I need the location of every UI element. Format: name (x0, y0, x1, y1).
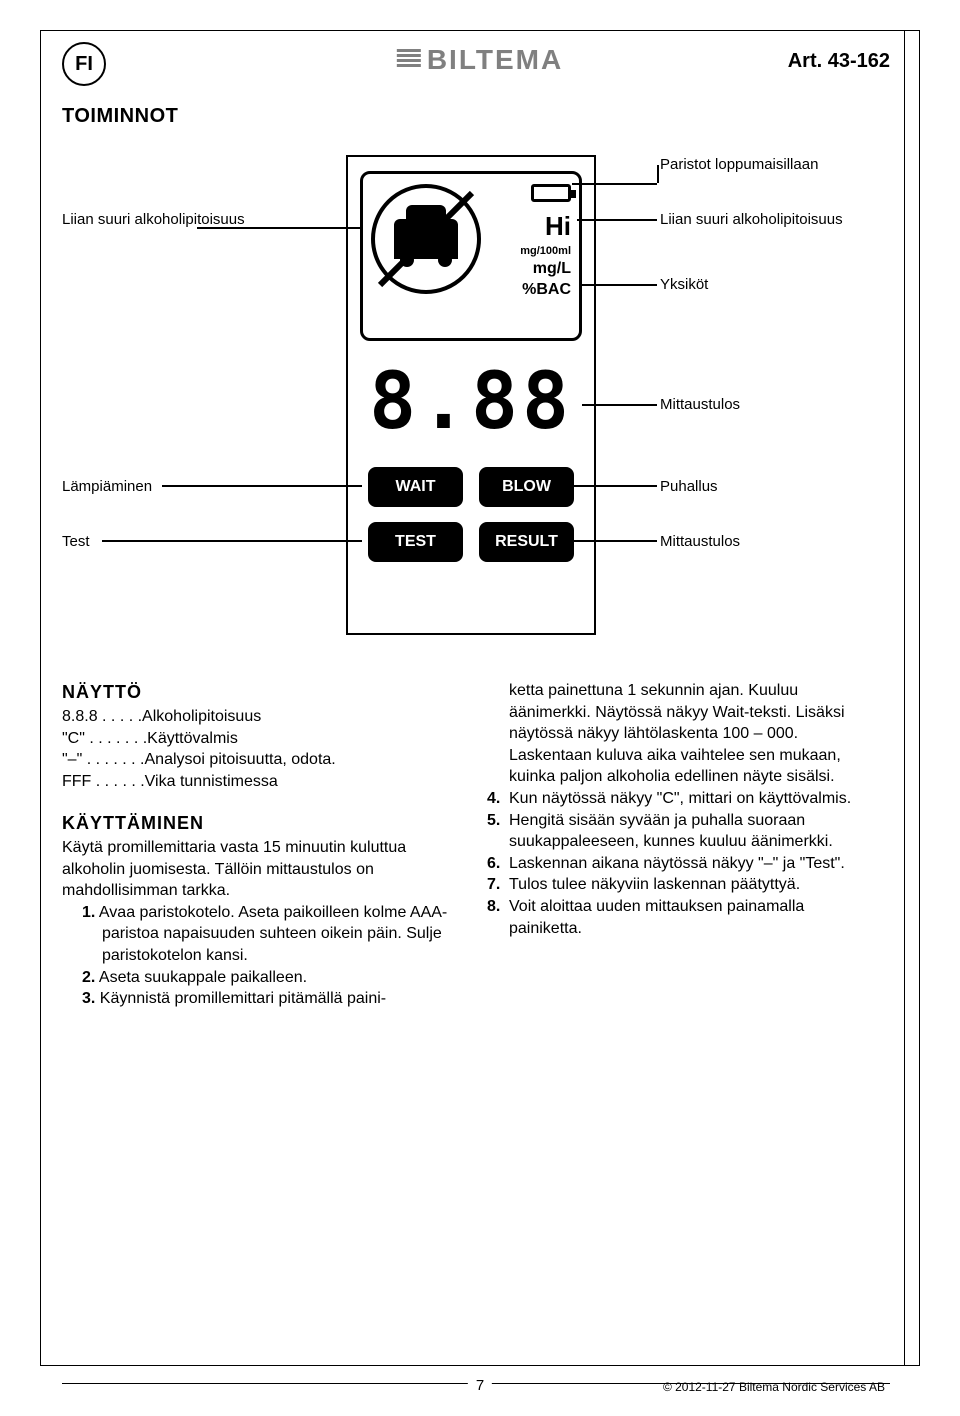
step-5: 5.Hengitä sisään syvään ja puhalla suora… (509, 810, 880, 853)
copyright: © 2012-11-27 Biltema Nordic Services AB (663, 1380, 885, 1394)
step-3-cont: ketta painettuna 1 sekunnin ajan. Kuuluu… (509, 680, 880, 788)
disp-line-3: "–" . . . . . . .Analysoi pitoisuutta, o… (62, 749, 455, 771)
test-button: TEST (368, 522, 463, 562)
leader-line (582, 404, 657, 406)
disp-line-1: 8.8.8 . . . . .Alkoholipitoisuus (62, 706, 455, 728)
display-definitions: 8.8.8 . . . . .Alkoholipitoisuus "C" . .… (62, 706, 455, 792)
leader-line (572, 183, 657, 185)
language-code: FI (75, 53, 93, 76)
brand-text: BILTEMA (427, 44, 563, 76)
callout-right-units: Yksiköt (660, 275, 880, 295)
wait-button: WAIT (368, 467, 463, 507)
digit-display: 8.88 (369, 357, 573, 447)
unit-mgl: mg/L (481, 260, 571, 278)
leader-line (102, 540, 362, 542)
step-6: 6.Laskennan aikana näytössä näkyy "–" ja… (509, 853, 880, 875)
column-left: NÄYTTÖ 8.8.8 . . . . .Alkoholipitoisuus … (62, 680, 455, 1010)
no-drive-icon (371, 184, 481, 294)
usage-steps-left: 1. Avaa paristokotelo. Aseta paikoilleen… (62, 902, 455, 1010)
device-diagram: Hi mg/100ml mg/L %BAC 8.88 WAIT BLOW TES… (62, 155, 880, 645)
section-title: TOIMINNOT (62, 105, 178, 128)
callout-right-battery: Paristot loppumaisillaan (660, 155, 880, 175)
leader-line (197, 227, 362, 229)
leader-line (582, 284, 657, 286)
step-3-start: 3. Käynnistä promillemittari pitämällä p… (82, 988, 455, 1010)
callout-right-result2: Mittaustulos (660, 532, 880, 552)
button-row-2: TEST RESULT (368, 522, 574, 562)
blow-button: BLOW (479, 467, 574, 507)
button-row-1: WAIT BLOW (368, 467, 574, 507)
leader-line (577, 219, 657, 221)
callout-right-high-alcohol: Liian suuri alkoholipitoisuus (660, 210, 880, 230)
article-code: Art. 43-162 (788, 50, 890, 73)
content-columns: NÄYTTÖ 8.8.8 . . . . .Alkoholipitoisuus … (62, 680, 880, 1010)
language-badge: FI (62, 42, 106, 86)
lcd-screen: Hi mg/100ml mg/L %BAC (360, 171, 582, 341)
step-7: 7.Tulos tulee näkyviin laskennan päätytt… (509, 874, 880, 896)
callout-right-result1: Mittaustulos (660, 395, 880, 415)
unit-mg100ml: mg/100ml (481, 245, 571, 257)
usage-intro: Käytä promillemittaria vasta 15 minuutin… (62, 837, 455, 902)
callout-right-blow: Puhallus (660, 477, 880, 497)
step-2: 2. Aseta suukappale paikalleen. (82, 967, 455, 989)
battery-icon (531, 184, 571, 202)
hi-label: Hi (481, 211, 571, 242)
callout-left-test: Test (62, 532, 252, 552)
leader-line (162, 485, 362, 487)
usage-heading: KÄYTTÄMINEN (62, 811, 455, 835)
disp-line-4: FFF . . . . . .Vika tunnistimessa (62, 771, 455, 793)
callout-left-warming: Lämpiäminen (62, 477, 252, 497)
flag-icon (397, 49, 421, 71)
leader-line (572, 540, 657, 542)
unit-bac: %BAC (481, 281, 571, 299)
column-right: ketta painettuna 1 sekunnin ajan. Kuuluu… (487, 680, 880, 1010)
usage-steps-right: ketta painettuna 1 sekunnin ajan. Kuuluu… (487, 680, 880, 939)
result-button: RESULT (479, 522, 574, 562)
device-outline: Hi mg/100ml mg/L %BAC 8.88 WAIT BLOW TES… (346, 155, 596, 635)
brand-logo: BILTEMA (397, 44, 563, 76)
leader-line (657, 165, 659, 183)
leader-line (572, 485, 657, 487)
page-number: 7 (468, 1377, 492, 1394)
disp-line-2: "C" . . . . . . .Käyttövalmis (62, 728, 455, 750)
step-1: 1. Avaa paristokotelo. Aseta paikoilleen… (82, 902, 455, 967)
display-heading: NÄYTTÖ (62, 680, 455, 704)
lcd-right-info: Hi mg/100ml mg/L %BAC (481, 184, 571, 299)
step-4: 4.Kun näytössä näkyy "C", mittari on käy… (509, 788, 880, 810)
usage-block: KÄYTTÄMINEN Käytä promillemittaria vasta… (62, 811, 455, 1010)
step-8: 8.Voit aloittaa uuden mittauksen painama… (509, 896, 880, 939)
